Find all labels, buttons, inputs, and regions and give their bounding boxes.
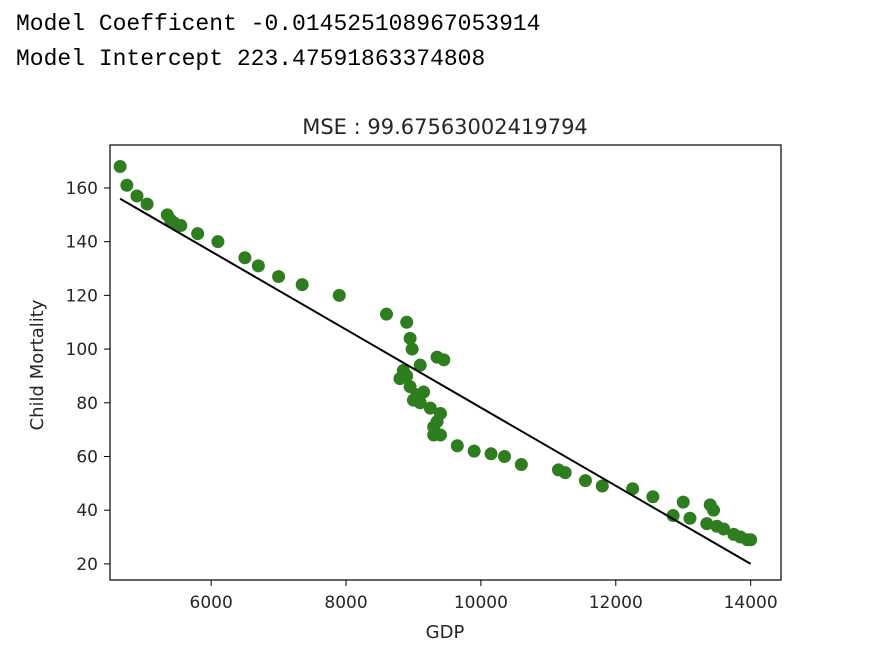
data-point (400, 315, 414, 329)
x-tick-label: 14000 (724, 593, 778, 613)
data-point (130, 189, 144, 203)
data-point (450, 439, 464, 453)
coefficient-output: Model Coefficent -0.014525108967053914 (16, 11, 541, 37)
y-axis-ticks: 20 40 60 80 100 120 140 160 (66, 179, 110, 575)
x-axis-ticks: 6000 8000 10000 12000 14000 (190, 580, 778, 613)
data-point (558, 466, 572, 480)
data-point (578, 474, 592, 488)
y-axis-label: Child Mortality (27, 299, 48, 430)
data-point (433, 428, 447, 442)
data-point (423, 401, 437, 415)
y-tick-label: 160 (66, 179, 98, 199)
data-point (467, 444, 481, 458)
data-point (666, 509, 680, 523)
y-tick-label: 120 (66, 286, 98, 306)
points-layer (113, 159, 758, 547)
data-point (700, 517, 714, 531)
x-tick-label: 12000 (589, 593, 643, 613)
data-point (417, 385, 431, 399)
data-point (437, 353, 451, 367)
data-point (140, 197, 154, 211)
data-point (595, 479, 609, 493)
data-point (413, 358, 427, 372)
data-point (332, 288, 346, 302)
data-point (191, 227, 205, 241)
y-tick-label: 100 (66, 340, 98, 360)
data-point (174, 219, 188, 233)
data-point (514, 458, 528, 472)
x-tick-label: 6000 (190, 593, 233, 613)
data-point (238, 251, 252, 265)
regression-layer (119, 197, 752, 565)
data-point (744, 533, 758, 547)
data-point (707, 503, 721, 517)
data-point (272, 270, 286, 284)
x-tick-label: 10000 (454, 593, 508, 613)
data-point (379, 307, 393, 321)
intercept-output: Model Intercept 223.47591863374808 (16, 46, 486, 72)
y-tick-label: 40 (76, 501, 98, 521)
data-point (403, 331, 417, 345)
y-tick-label: 140 (66, 233, 98, 253)
data-point (405, 342, 419, 356)
y-tick-label: 60 (76, 447, 98, 467)
data-point (498, 449, 512, 463)
data-point (295, 278, 309, 292)
data-point (683, 511, 697, 525)
chart-title: MSE : 99.67563002419794 (302, 115, 588, 139)
data-point (676, 495, 690, 509)
data-point (717, 522, 731, 536)
plot-area-frame (109, 144, 782, 581)
data-point (251, 259, 265, 273)
data-point (413, 396, 427, 410)
x-tick-label: 8000 (324, 593, 367, 613)
y-tick-label: 20 (76, 555, 98, 575)
data-point (393, 372, 407, 386)
data-point (646, 490, 660, 504)
data-point (120, 178, 134, 192)
y-tick-label: 80 (76, 394, 98, 414)
x-axis-label: GDP (426, 622, 465, 643)
data-point (484, 447, 498, 461)
data-point (211, 235, 225, 249)
regression-line (119, 197, 752, 565)
data-point (626, 482, 640, 496)
data-point (113, 159, 127, 173)
